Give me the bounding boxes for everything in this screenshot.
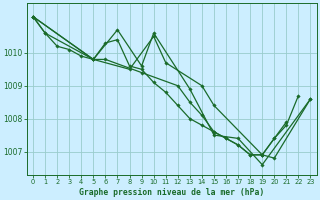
X-axis label: Graphe pression niveau de la mer (hPa): Graphe pression niveau de la mer (hPa) [79, 188, 264, 197]
